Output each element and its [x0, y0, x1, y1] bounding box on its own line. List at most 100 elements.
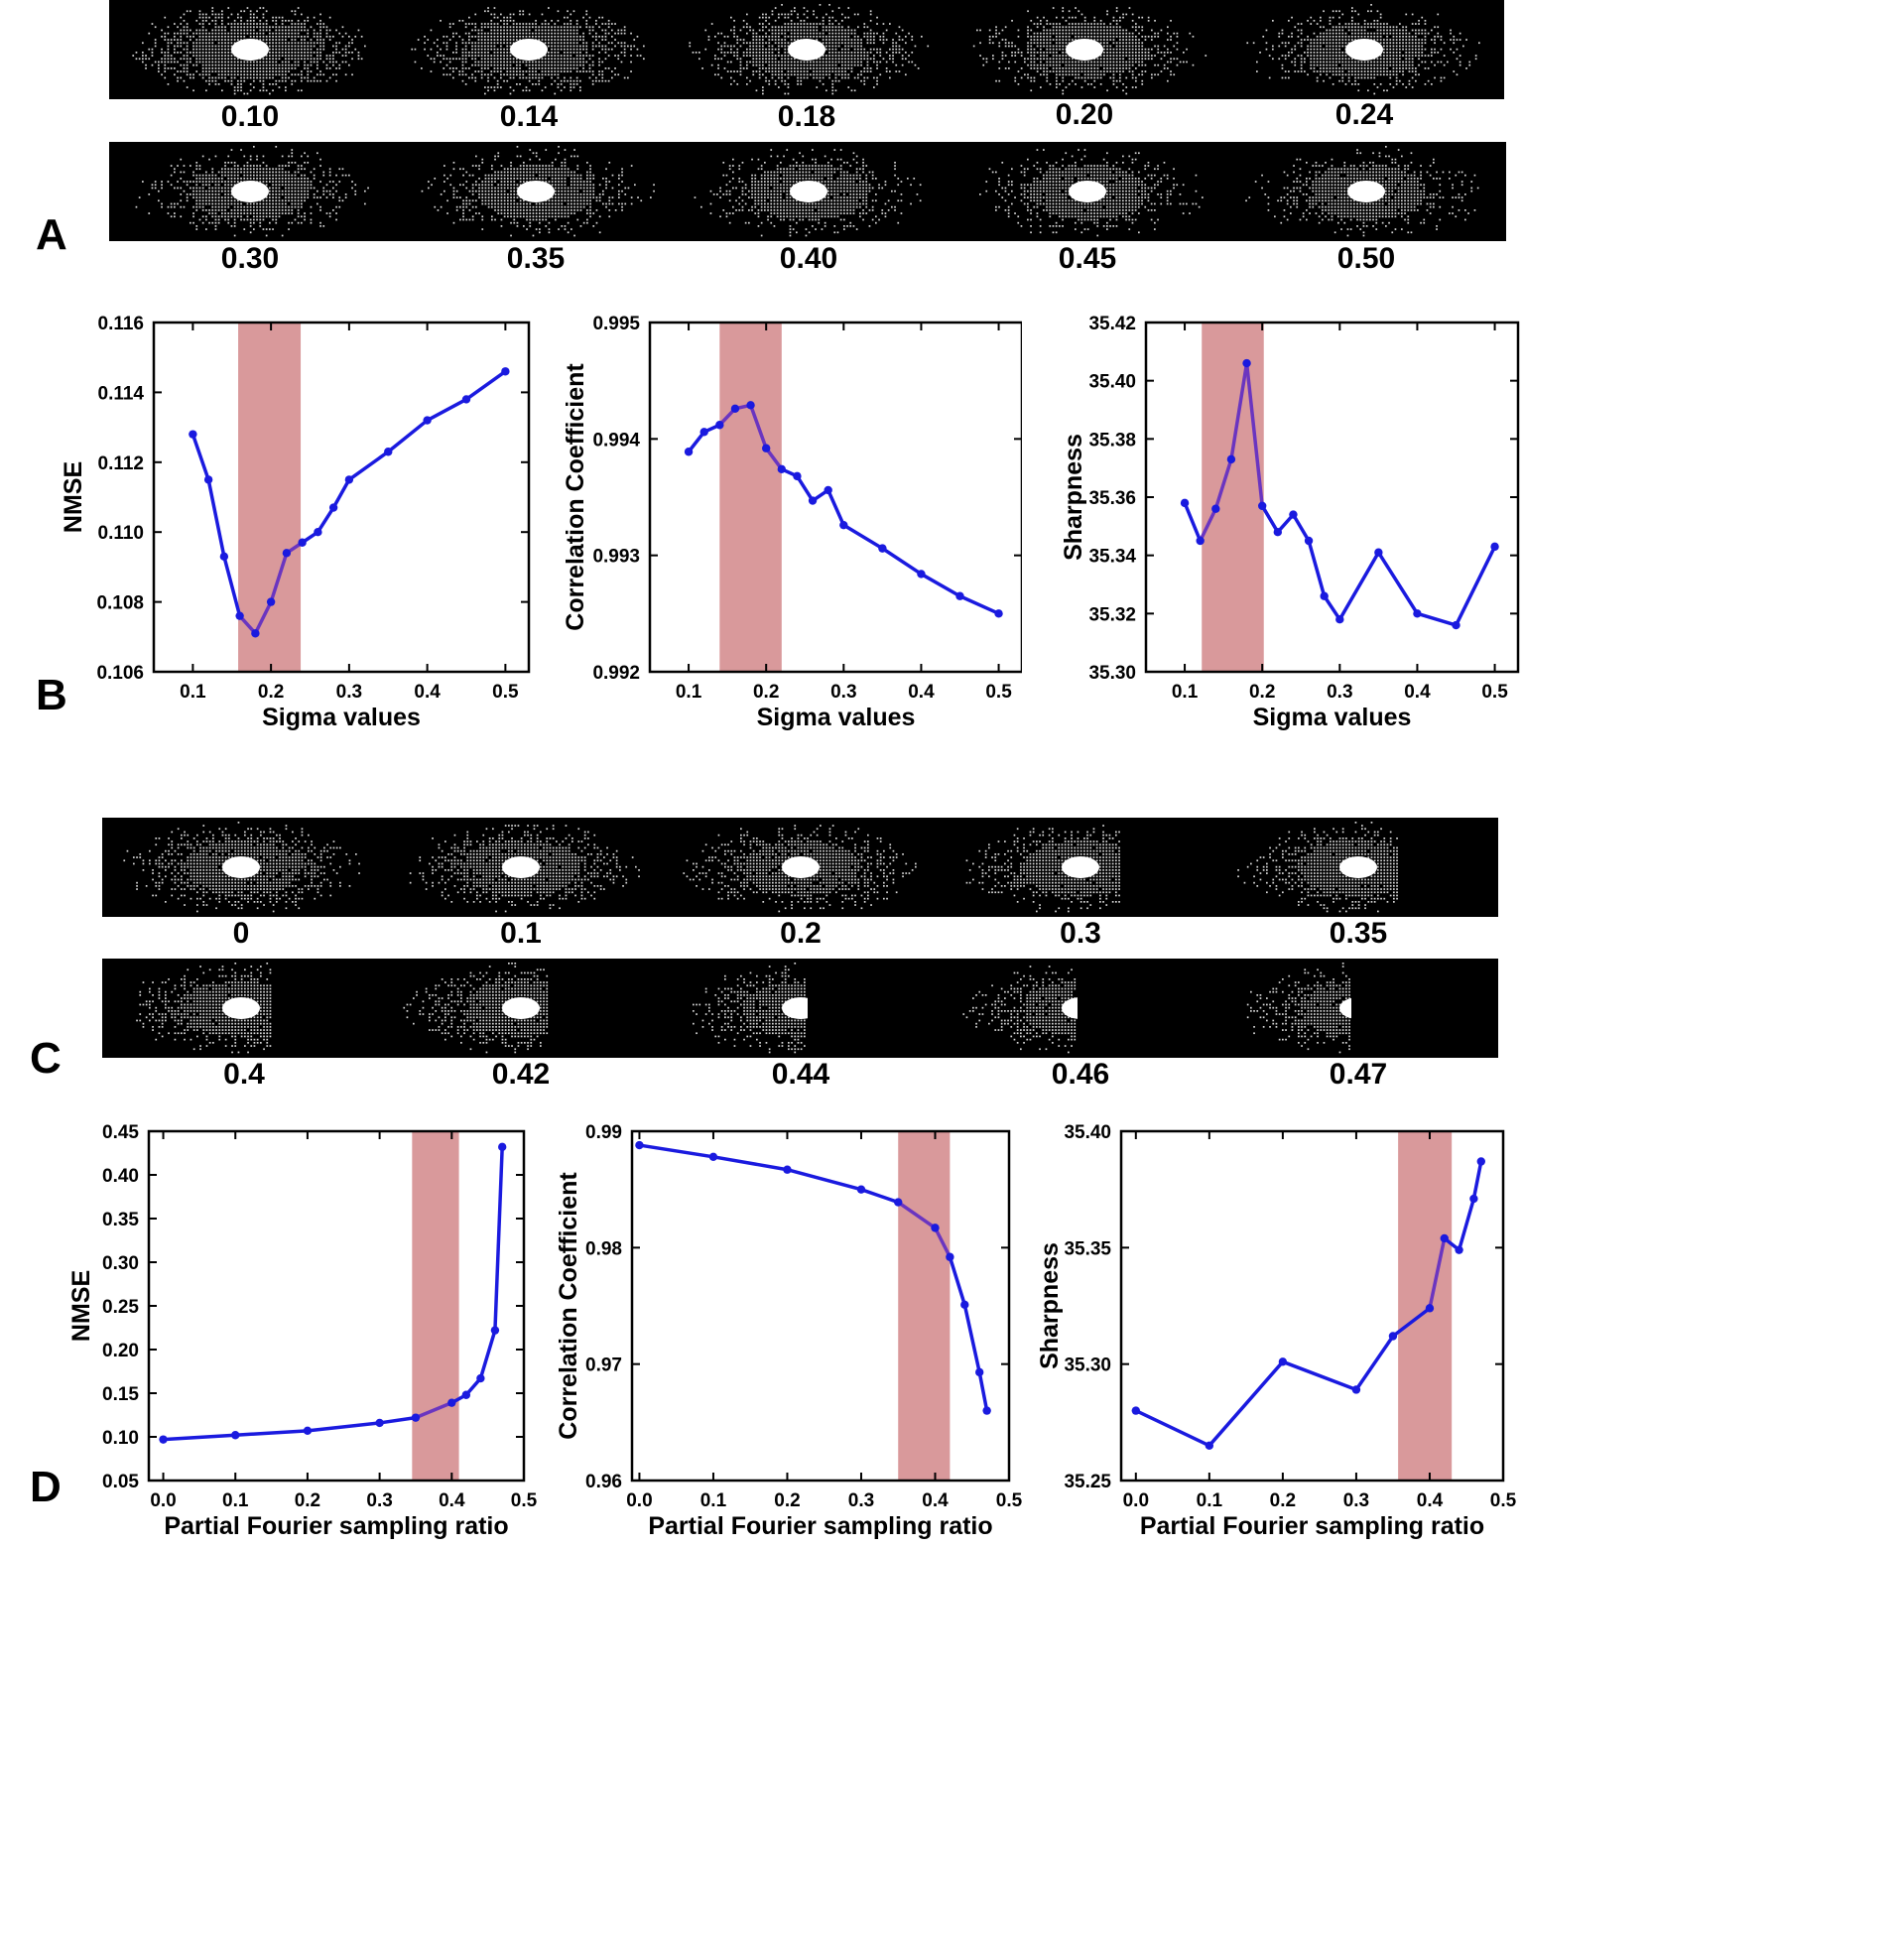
data-point [1452, 620, 1460, 630]
plot-frame [152, 321, 531, 674]
x-tick-label: 0.3 [366, 1490, 392, 1511]
series-line-segment [253, 599, 273, 636]
series-line-segment [347, 450, 390, 482]
mask-caption: 0.18 [777, 100, 836, 133]
data-point [1278, 1357, 1288, 1366]
series-line-segment [1376, 550, 1420, 616]
series-line-segment [386, 418, 430, 453]
series-line-segment [1457, 1197, 1476, 1252]
data-point [375, 1418, 384, 1428]
y-tick-label: 0.106 [96, 663, 144, 684]
series-line-segment [1471, 1159, 1483, 1201]
data-point [189, 430, 197, 439]
data-point [1304, 536, 1314, 546]
y-tick-label: 0.995 [592, 314, 640, 334]
x-tick-label: 0.3 [830, 682, 856, 703]
y-tick-label: 0.35 [102, 1210, 139, 1230]
mask-caption: 0.24 [1334, 98, 1394, 131]
y-tick-label: 0.05 [102, 1472, 139, 1492]
y-tick-label: 0.98 [585, 1238, 622, 1259]
data-point [384, 448, 393, 456]
highlight-band [898, 1131, 951, 1481]
data-point [1211, 504, 1220, 513]
data-point [344, 475, 354, 484]
series-line-segment [1198, 506, 1218, 543]
mask-caption: 0.14 [499, 100, 559, 133]
data-point [960, 1300, 969, 1310]
mask-caption: 0.45 [1058, 242, 1117, 275]
x-tick-label: 0.5 [996, 1490, 1023, 1511]
x-axis-label: Partial Fourier sampling ratio [164, 1512, 508, 1540]
series-line-segment [1354, 1334, 1395, 1392]
data-point [497, 1142, 507, 1152]
data-point [266, 597, 276, 606]
series-line-segment [962, 1303, 981, 1374]
panel-label-c: C [30, 1034, 62, 1083]
data-point [1131, 1406, 1141, 1415]
data-point [974, 1367, 984, 1377]
data-point [447, 1398, 456, 1407]
data-point [411, 1413, 421, 1422]
y-tick-label: 0.112 [98, 453, 145, 474]
y-tick-label: 0.30 [102, 1253, 139, 1274]
data-point [1226, 454, 1236, 464]
series-line-segment [933, 1226, 952, 1259]
x-tick-label: 0.3 [1327, 682, 1352, 703]
data-point [982, 1406, 991, 1415]
x-tick-label: 0.5 [492, 682, 519, 703]
data-point [894, 1198, 903, 1207]
series-line-segment [1307, 539, 1327, 598]
y-axis-label: Sharpness [1036, 1242, 1064, 1369]
data-point [1196, 536, 1205, 546]
x-tick-label: 0.1 [1172, 682, 1199, 703]
sampling-mask-a1 [132, 4, 1480, 95]
x-tick-label: 0.0 [1123, 1490, 1149, 1511]
mask-caption: 0.3 [1060, 917, 1101, 950]
y-axis-label: NMSE [67, 1270, 95, 1342]
chart-sharpness-sigma: 0.1 0.2 0.3 0.4 0.5 35.30 35.32 35.34 35.36 35.38… [1060, 314, 1520, 731]
sampling-mask-strip-c1 [102, 818, 1498, 917]
x-axis-label: Sigma values [1253, 704, 1412, 731]
data-point [777, 464, 787, 474]
panel-label-d: D [30, 1463, 62, 1511]
series-line-segment [414, 1400, 454, 1420]
series-line-segment [493, 1145, 504, 1333]
y-tick-label: 35.25 [1064, 1472, 1111, 1492]
data-point [1476, 1157, 1485, 1166]
x-tick-label: 0.2 [258, 682, 284, 703]
y-tick-label: 0.116 [98, 314, 145, 334]
data-point [708, 1152, 718, 1162]
x-tick-label: 0.2 [1270, 1490, 1296, 1511]
y-tick-label: 0.20 [102, 1341, 139, 1361]
data-point [328, 503, 338, 512]
mask-caption: 0.20 [1055, 98, 1114, 131]
series-line-segment [1428, 1236, 1447, 1311]
series-line-segment [711, 1155, 790, 1172]
y-tick-label: 0.97 [585, 1355, 622, 1376]
chart-correlation-partial-fourier: 0.0 0.1 0.2 0.3 0.4 0.5 0.96 0.97 0.98 0.99 Partia… [555, 1122, 1023, 1540]
series-line-segment [1183, 501, 1203, 543]
x-tick-label: 0.2 [295, 1490, 320, 1511]
data-point [1388, 1332, 1398, 1341]
data-point [808, 496, 818, 505]
mask-caption: 0.35 [1329, 917, 1388, 950]
series-line-segment [316, 505, 335, 534]
x-tick-label: 0.4 [1404, 682, 1431, 703]
sampling-mask-strip-c2 [102, 959, 1498, 1058]
data-point [231, 1431, 240, 1440]
series-line-segment [841, 523, 885, 551]
y-axis-label: NMSE [60, 461, 87, 533]
y-tick-label: 35.40 [1064, 1122, 1111, 1143]
x-tick-label: 0.1 [1197, 1490, 1223, 1511]
plot-frame [648, 321, 1022, 674]
y-tick-label: 0.40 [102, 1166, 139, 1187]
data-point [423, 416, 432, 425]
data-point [856, 1185, 866, 1194]
data-point [635, 1140, 644, 1150]
data-point [159, 1435, 168, 1444]
x-axis-label: Sigma values [262, 704, 421, 731]
data-point [303, 1426, 313, 1436]
x-tick-label: 0.2 [774, 1490, 800, 1511]
data-point [931, 1224, 940, 1232]
series-line-segment [1244, 361, 1264, 508]
